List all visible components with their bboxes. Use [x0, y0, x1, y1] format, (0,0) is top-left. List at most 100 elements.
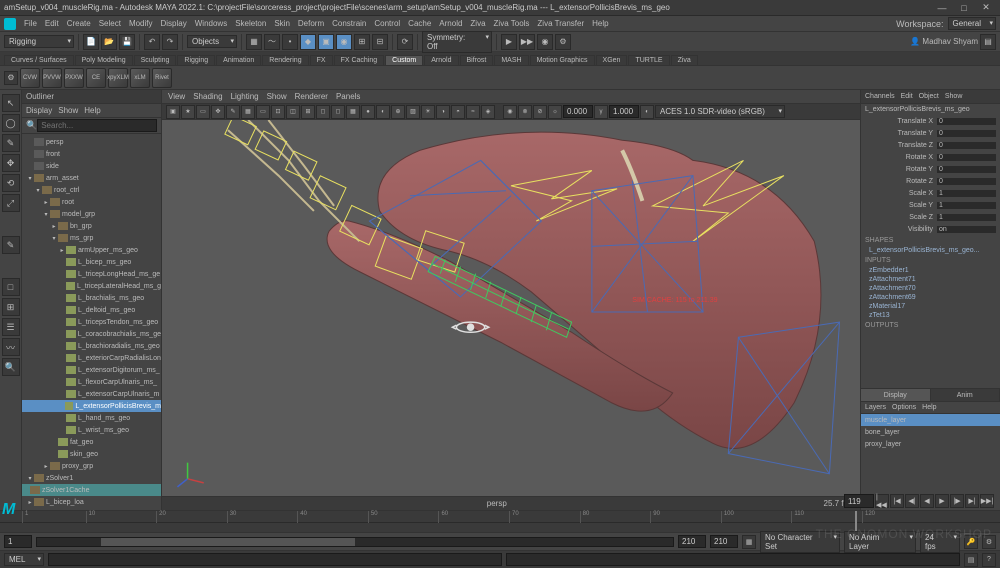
- outliner-search-input[interactable]: [37, 119, 157, 132]
- shelf-button-xpyxlm[interactable]: xpyXLM: [108, 68, 128, 88]
- channel-tab-object[interactable]: Object: [919, 93, 939, 100]
- vp-field-chart-button[interactable]: ⊞: [301, 105, 315, 119]
- shelf-tab-sculpting[interactable]: Sculpting: [134, 55, 177, 65]
- menu-modify[interactable]: Modify: [125, 19, 157, 28]
- vp-smooth-shade-button[interactable]: ●: [361, 105, 375, 119]
- viewport-menu-shading[interactable]: Shading: [193, 92, 222, 101]
- channel-attr-rotate-y[interactable]: Rotate Y0: [861, 163, 1000, 175]
- menu-display[interactable]: Display: [157, 19, 191, 28]
- layer-proxy_layer[interactable]: proxy_layer: [861, 438, 1000, 450]
- step-back-frame-button[interactable]: ◀|: [905, 494, 919, 508]
- input-node-zattachment71[interactable]: zAttachment71: [861, 275, 1000, 284]
- current-frame-field[interactable]: [844, 494, 874, 508]
- viewport-menu-panels[interactable]: Panels: [336, 92, 360, 101]
- outliner-item-l-wrist-ms-geo[interactable]: L_wrist_ms_geo: [22, 424, 161, 436]
- step-forward-key-button[interactable]: ▶|: [965, 494, 979, 508]
- shelf-tab-mash[interactable]: MASH: [494, 55, 528, 65]
- shelf-tab-motion-graphics[interactable]: Motion Graphics: [530, 55, 595, 65]
- playback-toggle-button[interactable]: ▦: [742, 535, 756, 549]
- outliner-item-zsolver1cache[interactable]: zSolver1Cache: [22, 484, 161, 496]
- vp-colormanagement-button[interactable]: ◐: [640, 105, 654, 119]
- outliner-item-l-exteriorcarpradialislon[interactable]: L_exteriorCarpRadialisLon: [22, 352, 161, 364]
- viewport-menu-renderer[interactable]: Renderer: [295, 92, 328, 101]
- menu-cache[interactable]: Cache: [404, 19, 435, 28]
- outliner-item-root-ctrl[interactable]: ▾root_ctrl: [22, 184, 161, 196]
- snap-grid-button[interactable]: ▦: [246, 34, 262, 50]
- vp-xray-button[interactable]: ⊗: [518, 105, 532, 119]
- channel-attr-rotate-x[interactable]: Rotate X0: [861, 151, 1000, 163]
- render-button[interactable]: ▶: [501, 34, 517, 50]
- menu-skin[interactable]: Skin: [270, 19, 294, 28]
- vp-colorspace-dropdown[interactable]: ACES 1.0 SDR-video (sRGB): [655, 105, 785, 118]
- sidebar-toggle-button[interactable]: ▤: [980, 34, 996, 50]
- minimize-button[interactable]: —: [932, 1, 952, 15]
- vp-bookmark-button[interactable]: ★: [181, 105, 195, 119]
- vp-grease-pencil-button[interactable]: ✎: [226, 105, 240, 119]
- channel-attr-scale-y[interactable]: Scale Y1: [861, 199, 1000, 211]
- vp-gate-mask-button[interactable]: ◫: [286, 105, 300, 119]
- script-editor-button[interactable]: ▤: [964, 553, 978, 567]
- outliner-item-persp[interactable]: persp: [22, 136, 161, 148]
- render-settings-button[interactable]: ⚙: [555, 34, 571, 50]
- outliner-item-armupper-ms-geo[interactable]: ▸armUpper_ms_geo: [22, 244, 161, 256]
- channel-attr-translate-z[interactable]: Translate Z0: [861, 139, 1000, 151]
- last-tool[interactable]: ✎: [2, 236, 20, 254]
- input-node-zmaterial17[interactable]: zMaterial17: [861, 302, 1000, 311]
- graph-editor-button[interactable]: 〰: [2, 338, 20, 356]
- vp-wireframe-on-shaded-button[interactable]: ⊕: [391, 105, 405, 119]
- shelf-tab-arnold[interactable]: Arnold: [424, 55, 458, 65]
- input-node-zattachment69[interactable]: zAttachment69: [861, 293, 1000, 302]
- render-sequence-button[interactable]: ▶▶: [519, 34, 535, 50]
- shelf-tab-ziva[interactable]: Ziva: [671, 55, 698, 65]
- outliner-item-l-brachioradialis-ms-geo[interactable]: L_brachioradialis_ms_geo: [22, 340, 161, 352]
- vp-2d-pan-button[interactable]: ✥: [211, 105, 225, 119]
- range-start-field[interactable]: [4, 535, 32, 548]
- shelf-button-xlm[interactable]: xLM: [130, 68, 150, 88]
- rotate-tool[interactable]: ⟲: [2, 174, 20, 192]
- outliner-item-side[interactable]: side: [22, 160, 161, 172]
- viewport-menu-show[interactable]: Show: [267, 92, 287, 101]
- paint-select-tool[interactable]: ✎: [2, 134, 20, 152]
- snap-point-button[interactable]: •: [282, 34, 298, 50]
- outliner-item-zsolver1[interactable]: ▾zSolver1: [22, 472, 161, 484]
- outliner-item-l-brachialis-ms-geo[interactable]: L_brachialis_ms_geo: [22, 292, 161, 304]
- close-button[interactable]: ✕: [976, 1, 996, 15]
- vp-safe-title-button[interactable]: ◻: [331, 105, 345, 119]
- vp-ao-button[interactable]: ◓: [451, 105, 465, 119]
- vp-xray-joints-button[interactable]: ⊘: [533, 105, 547, 119]
- outliner-menu-help[interactable]: Help: [84, 106, 100, 115]
- four-view-button[interactable]: ⊞: [2, 298, 20, 316]
- help-line-button[interactable]: ?: [982, 553, 996, 567]
- outliner-item-l-bicep-loa[interactable]: ▸L_bicep_loa: [22, 496, 161, 508]
- vp-film-gate-button[interactable]: ▭: [256, 105, 270, 119]
- range-end-field-b[interactable]: [710, 535, 738, 548]
- channel-attr-translate-x[interactable]: Translate X0: [861, 115, 1000, 127]
- play-forwards-button[interactable]: ▶: [935, 494, 949, 508]
- input-node-zembedder1[interactable]: zEmbedder1: [861, 266, 1000, 275]
- go-to-end-button[interactable]: ▶▶|: [980, 494, 994, 508]
- save-scene-button[interactable]: 💾: [119, 34, 135, 50]
- snap-toggle-button[interactable]: ⊞: [354, 34, 370, 50]
- undo-button[interactable]: ↶: [144, 34, 160, 50]
- outliner-item-l-bicep-ms-geo[interactable]: L_bicep_ms_geo: [22, 256, 161, 268]
- shelf-button-ce[interactable]: CE: [86, 68, 106, 88]
- channel-tab-channels[interactable]: Channels: [865, 93, 895, 100]
- menu-skeleton[interactable]: Skeleton: [231, 19, 270, 28]
- menu-ziva[interactable]: Ziva: [466, 19, 489, 28]
- layer-menu-options[interactable]: Options: [892, 404, 916, 411]
- command-lang-dropdown[interactable]: MEL: [4, 553, 44, 566]
- snap-curve-button[interactable]: 〜: [264, 34, 280, 50]
- vp-image-plane-button[interactable]: ▭: [196, 105, 210, 119]
- vp-isolate-button[interactable]: ◉: [503, 105, 517, 119]
- viewport-menu-view[interactable]: View: [168, 92, 185, 101]
- channel-tab-show[interactable]: Show: [945, 93, 963, 100]
- shelf-button-cvw[interactable]: CVW: [20, 68, 40, 88]
- vp-safe-action-button[interactable]: ◻: [316, 105, 330, 119]
- menu-deform[interactable]: Deform: [294, 19, 328, 28]
- channel-attr-scale-z[interactable]: Scale Z1: [861, 211, 1000, 223]
- outliner-item-l-triceplateralhead-ms-g[interactable]: L_tricepLateralHead_ms_g: [22, 280, 161, 292]
- outliner-item-fat-geo[interactable]: fat_geo: [22, 436, 161, 448]
- new-scene-button[interactable]: 📄: [83, 34, 99, 50]
- outliner-toggle-button[interactable]: ☰: [2, 318, 20, 336]
- open-scene-button[interactable]: 📂: [101, 34, 117, 50]
